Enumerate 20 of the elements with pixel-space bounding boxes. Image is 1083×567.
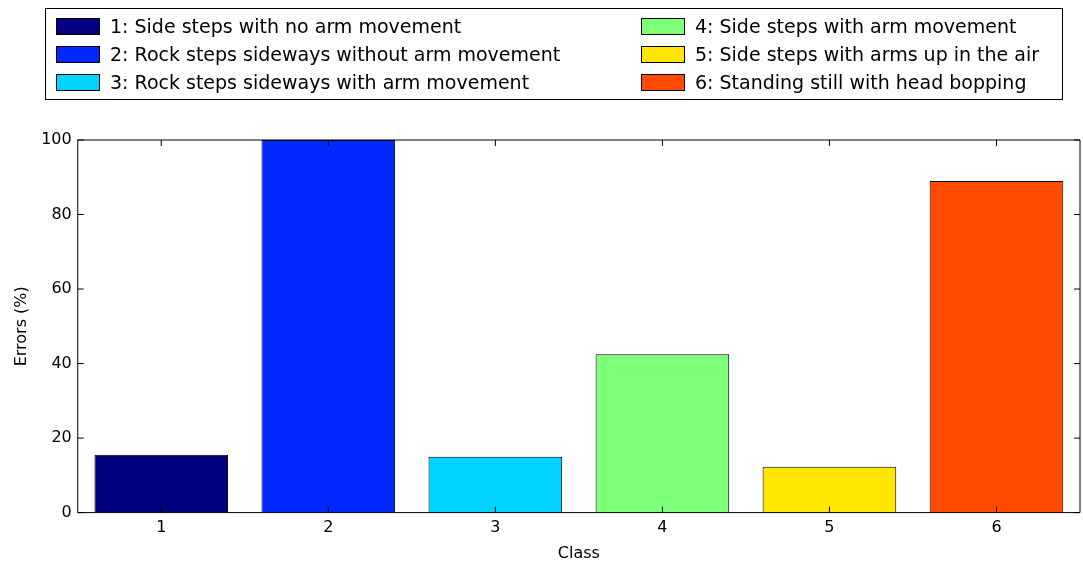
y-tick-label: 60 — [51, 278, 72, 298]
legend-label: 3: Rock steps sideways with arm movement — [110, 71, 530, 93]
x-tick-label: 6 — [991, 517, 1002, 537]
x-tick-label: 2 — [323, 517, 334, 537]
x-tick-label: 4 — [657, 517, 668, 537]
y-tick-label: 0 — [61, 501, 72, 521]
y-tick-label: 80 — [51, 203, 72, 223]
legend-label: 5: Side steps with arms up in the air — [695, 43, 1040, 65]
x-tick-label: 5 — [824, 517, 835, 537]
legend-label: 6: Standing still with head bopping — [695, 71, 1027, 93]
y-tick-label: 20 — [51, 427, 72, 447]
legend-label: 2: Rock steps sideways without arm movement — [110, 43, 561, 65]
y-tick-label: 100 — [41, 129, 72, 149]
x-tick-label: 3 — [490, 517, 501, 537]
legend-label: 1: Side steps with no arm movement — [110, 15, 462, 37]
y-axis-title: Errors (%) — [10, 286, 30, 367]
x-axis-title: Class — [557, 542, 600, 562]
y-tick-label: 40 — [51, 352, 72, 372]
x-tick-label: 1 — [156, 517, 167, 537]
legend-label: 4: Side steps with arm movement — [695, 15, 1017, 37]
